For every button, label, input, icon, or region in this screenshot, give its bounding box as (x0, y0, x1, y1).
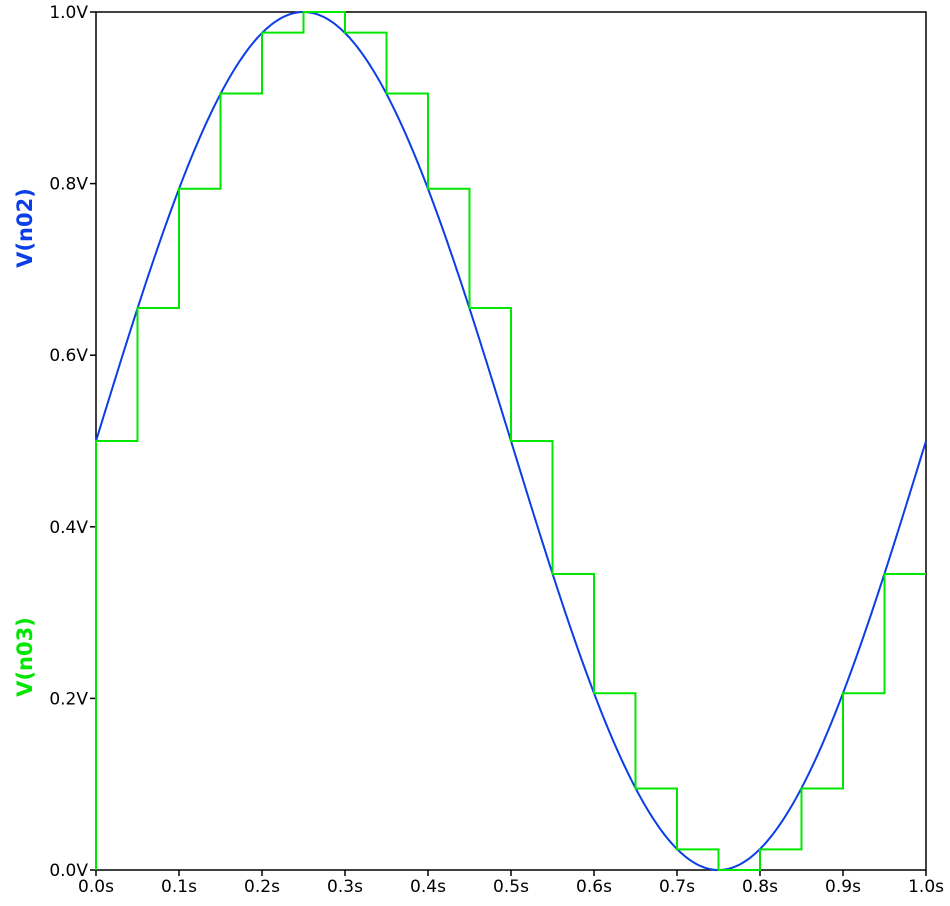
series-line-v-n03 (95, 11, 926, 871)
x-axis: 0.0s 0.1s 0.2s 0.3s 0.4s 0.5s 0.6s 0.7s 0.8s 0.9s… (78, 870, 944, 897)
y-tick-label: 0.2V (49, 689, 88, 709)
y-tick-label: 1.0V (49, 3, 88, 23)
y-tick-label: 0.4V (49, 518, 88, 538)
y-tick-label: 0.8V (49, 175, 88, 195)
series-layer (95, 10, 927, 872)
x-tick-label: 0.5s (493, 877, 529, 897)
y-tick-label: 0.6V (49, 346, 88, 366)
y-tick-label: 0.0V (49, 861, 88, 881)
x-tick-label: 0.0s (78, 877, 114, 897)
x-tick-label: 0.6s (576, 877, 612, 897)
x-tick-label: 0.7s (659, 877, 695, 897)
x-tick-label: 0.3s (327, 877, 363, 897)
x-tick-label: 0.9s (825, 877, 861, 897)
x-tick-label: 0.2s (244, 877, 280, 897)
y-axis: 0.0V 0.2V 0.4V 0.6V 0.8V 1.0V (49, 3, 96, 881)
x-tick-label: 0.8s (742, 877, 778, 897)
y-axis-label-v-n03: V(n03) (13, 617, 37, 697)
x-tick-label: 1.0s (908, 877, 944, 897)
x-tick-label: 0.4s (410, 877, 446, 897)
y-axis-label-v-n02: V(n02) (13, 188, 37, 268)
x-tick-label: 0.1s (161, 877, 197, 897)
